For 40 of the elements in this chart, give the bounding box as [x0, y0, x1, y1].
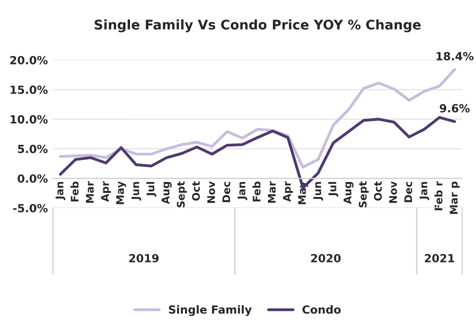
- x-tick-label: Jul: [146, 182, 156, 197]
- x-tick-label: Mar: [268, 181, 276, 203]
- y-tick-label: 0.0%: [18, 174, 48, 183]
- x-tick-label: Sept: [176, 181, 187, 208]
- data-label: 18.4%: [436, 52, 474, 60]
- x-tick-label: Jan: [420, 182, 430, 200]
- x-tick-label: Feb: [252, 182, 261, 202]
- x-tick-label: Jul: [328, 182, 338, 197]
- x-tick-label: Feb: [70, 182, 79, 202]
- legend-label: Single Family: [168, 305, 252, 316]
- text: 2021: [424, 254, 454, 262]
- y-tick-label: 15.0%: [10, 86, 48, 94]
- x-tick-label: Oct: [374, 181, 382, 201]
- x-tick-label: Feb r: [434, 181, 442, 210]
- x-tick-label: Jan: [238, 182, 248, 200]
- legend-label: Condo: [302, 305, 341, 314]
- x-tick-label: Sept: [358, 181, 369, 208]
- x-tick-label: Aug: [162, 182, 172, 204]
- x-tick-label: Nov: [389, 181, 397, 203]
- x-tick-label: Mar: [86, 181, 94, 203]
- y-tick-label: 5.0%: [18, 144, 48, 154]
- x-tick-label: Mar p: [450, 182, 460, 214]
- x-tick-label: Oct: [192, 181, 200, 201]
- text: 2020: [311, 254, 341, 262]
- chart-title: Single Family Vs Condo Price YOY % Change: [94, 19, 421, 32]
- x-tick-label: Apr: [101, 181, 111, 202]
- y-tick-label: 10.0%: [10, 115, 48, 124]
- x-tick-label: Dec: [404, 182, 412, 202]
- data-label: 9.6%: [440, 104, 470, 112]
- x-tick-label: May: [116, 181, 126, 204]
- x-tick-label: Jun: [132, 182, 142, 200]
- x-tick-label: Aug: [344, 182, 354, 204]
- x-tick-label: Jun: [313, 182, 324, 200]
- y-tick-label: 20.0%: [10, 56, 48, 64]
- x-tick-label: Dec: [222, 182, 230, 202]
- x-tick-label: Nov: [207, 181, 216, 203]
- y-tick-label: -5.0%: [13, 204, 48, 212]
- x-tick-label: Apr: [283, 181, 293, 202]
- x-tick-label: Jan: [56, 182, 66, 200]
- text: 2019: [129, 254, 159, 262]
